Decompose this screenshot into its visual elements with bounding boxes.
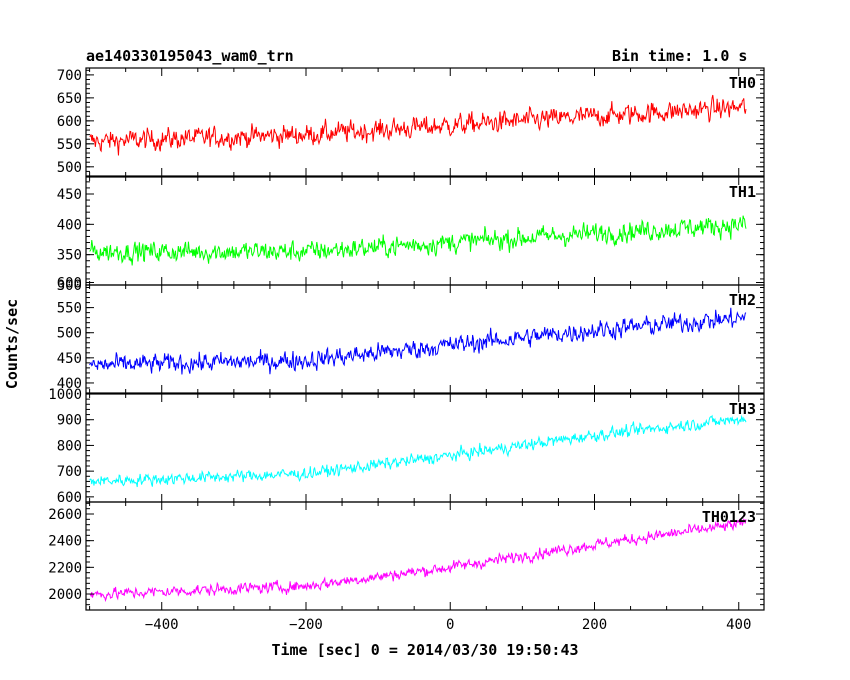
panel-th1: 300 350 400 450 TH1 [57,176,765,294]
series-line-th3 [89,414,747,488]
y-tick-label: 1000 [48,387,82,403]
x-tick-label: −200 [289,617,323,633]
y-tick-label: 2200 [48,560,82,576]
series-line-th1 [89,215,747,266]
y-tick-label: 800 [57,438,82,454]
y-tick-label: 600 [57,114,82,130]
y-tick-label: 500 [57,160,82,176]
x-tick-label: −400 [145,617,179,633]
panel-th2: 400 450 500 550 600 TH2 [57,275,765,394]
series-line-th0 [89,94,747,156]
panels-group: 500 550 600 650 700 TH0 300 350 400 450 TH1 400 450 5… [48,67,765,633]
y-tick-label: 400 [57,376,82,392]
y-tick-label: 350 [57,248,82,264]
y-tick-label: 2400 [48,534,82,550]
panel-frame [85,393,765,503]
y-tick-label: 400 [57,217,82,233]
y-tick-label: 2600 [48,507,82,523]
bin-time-label: Bin time: 1.0 s [612,47,747,65]
panel-frame [85,501,765,611]
series-line-th0123 [89,517,747,603]
y-axis-label: Counts/sec [3,299,21,389]
series-label-th1: TH1 [729,183,756,201]
y-tick-label: 300 [57,278,82,294]
plot-title: ae140330195043_wam0_trn [86,47,294,65]
y-tick-label: 500 [57,326,82,342]
series-label-th0: TH0 [729,74,756,92]
panel-frame [85,67,765,177]
x-tick-label: 0 [446,617,454,633]
y-tick-label: 600 [57,275,82,291]
y-tick-label: 650 [57,91,82,107]
y-tick-label: 550 [57,137,82,153]
x-axis-label: Time [sec] 0 = 2014/03/30 19:50:43 [271,641,578,659]
series-line-th2 [89,307,747,375]
y-tick-label: 450 [57,187,82,203]
series-label-th2: TH2 [729,291,756,309]
panel-th0123: 2000 2200 2400 2600 TH0123 [48,501,765,611]
y-tick-label: 2000 [48,587,82,603]
y-tick-label: 450 [57,351,82,367]
y-tick-label: 600 [57,490,82,506]
panel-th0: 500 550 600 650 700 TH0 [57,67,765,177]
series-label-th0123: TH0123 [702,508,756,526]
x-tick-label: 400 [726,617,751,633]
x-tick-label: 200 [582,617,607,633]
y-tick-label: 900 [57,413,82,429]
y-tick-label: 550 [57,301,82,317]
y-tick-label: 700 [57,68,82,84]
panel-frame [85,284,765,394]
y-tick-label: 700 [57,464,82,480]
series-label-th3: TH3 [729,400,756,418]
panel-th3: 600 700 800 900 1000 TH3 [48,387,765,506]
